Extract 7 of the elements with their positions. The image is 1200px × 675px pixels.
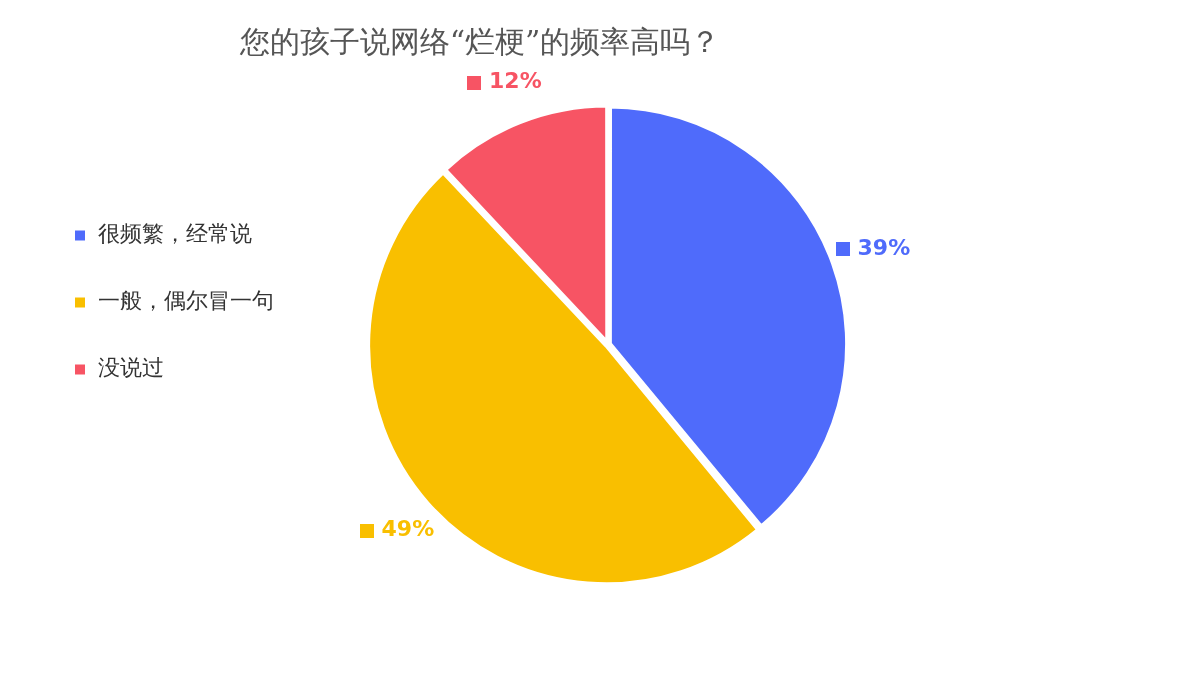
legend-label: 一般，偶尔冒一句	[98, 288, 274, 314]
legend-label: 很频繁，经常说	[98, 221, 252, 247]
data-label: 39%	[857, 234, 911, 260]
chart-title: 您的孩子说网络“烂梗”的频率高吗？	[238, 23, 721, 59]
legend-label: 没说过	[98, 355, 164, 381]
data-label: 49%	[381, 516, 435, 542]
data-label: 12%	[489, 68, 542, 94]
